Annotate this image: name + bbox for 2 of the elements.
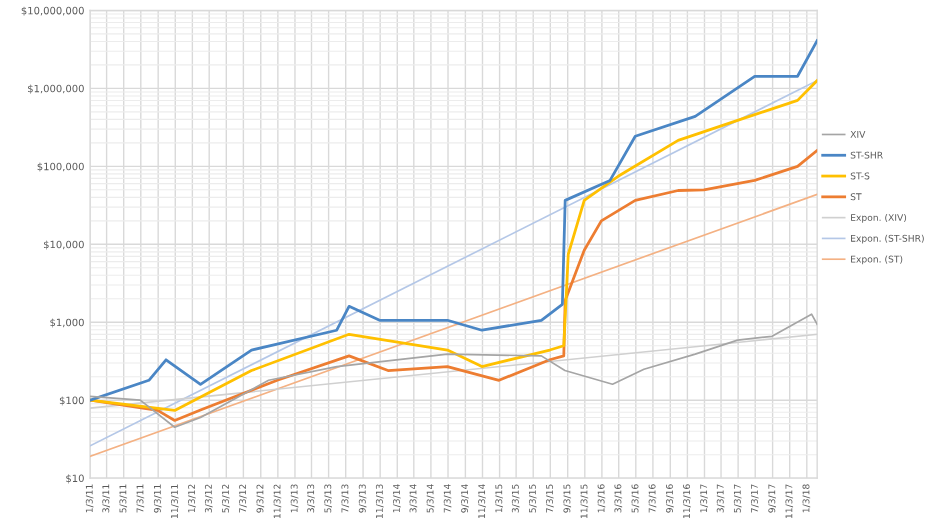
line-series — [90, 313, 818, 429]
line-series — [90, 149, 818, 422]
